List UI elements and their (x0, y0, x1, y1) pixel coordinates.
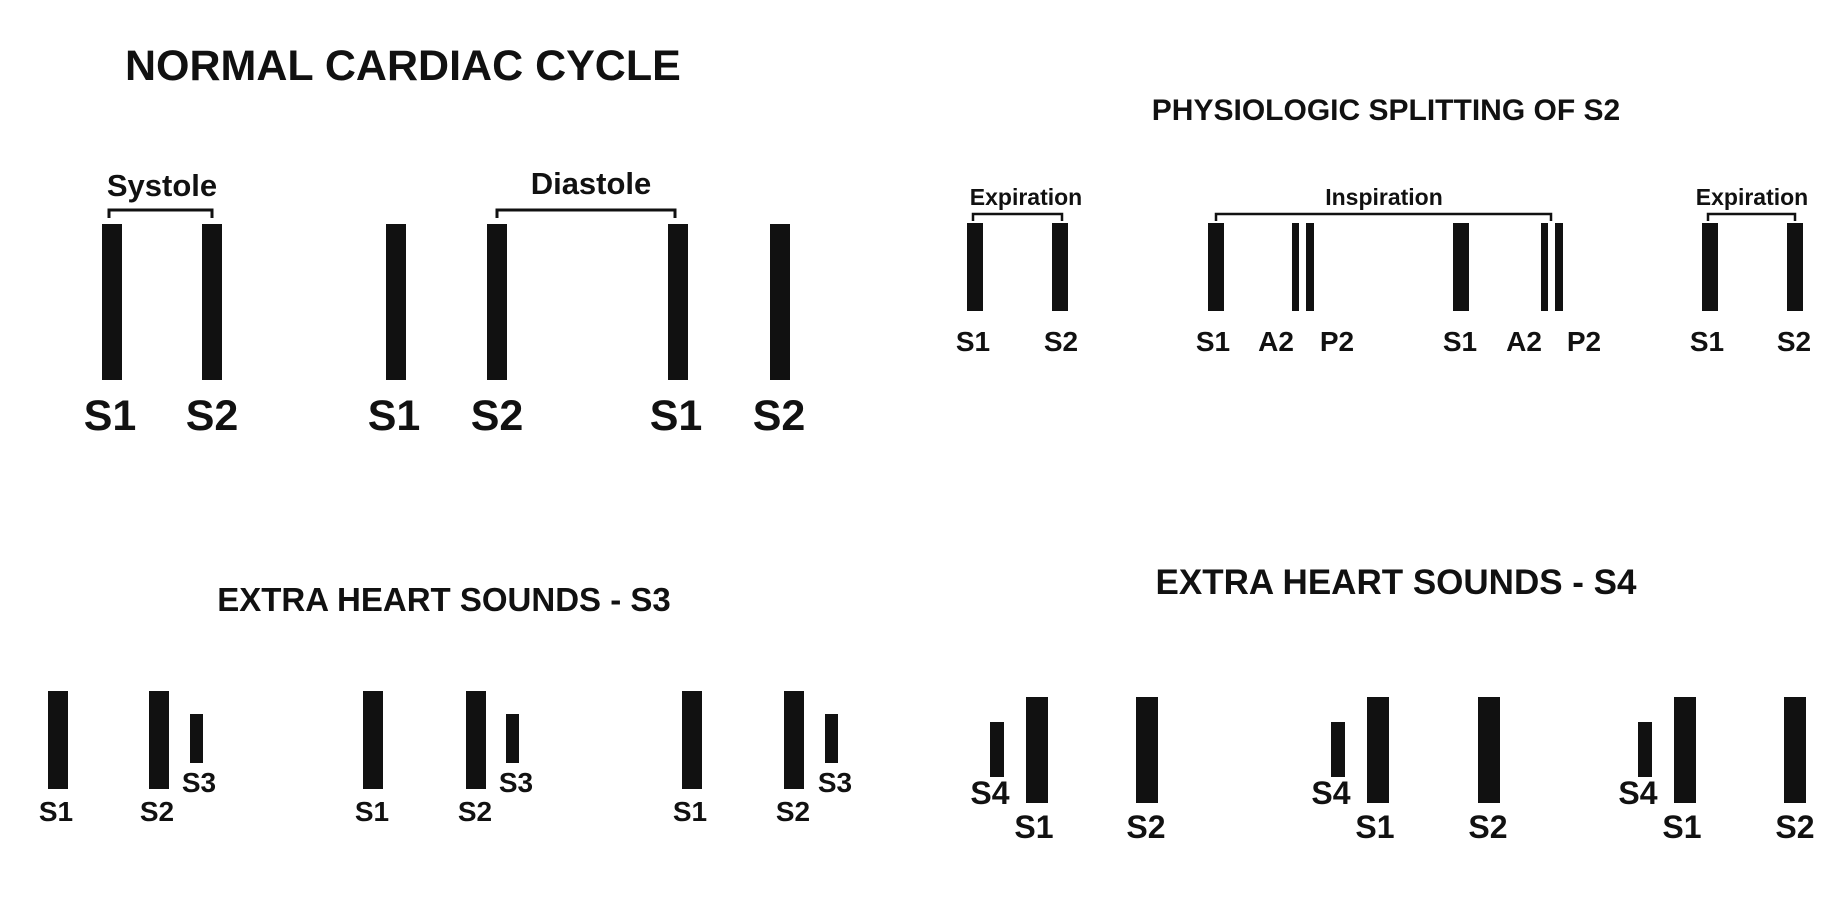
s4-bar-s1 (1026, 697, 1048, 803)
s4-bar-s2 (1136, 697, 1158, 803)
s4-bar-s4 (1638, 722, 1652, 777)
extra-sounds-s4-title: EXTRA HEART SOUNDS - S4 (1156, 563, 1638, 602)
diastole-bracket (495, 208, 677, 218)
normal-bar-s1 (386, 224, 406, 380)
normal-bar-s2 (487, 224, 507, 380)
split-label-s2: S2 (1044, 326, 1078, 357)
s3-bar-s3 (506, 714, 519, 763)
s3-bar-s1 (48, 691, 68, 789)
s4-bar-s2 (1478, 697, 1500, 803)
s3-bar-s1 (682, 691, 702, 789)
s4-label-s4: S4 (1618, 775, 1657, 811)
s3-label-s2: S2 (140, 796, 174, 827)
split-label-s1: S1 (1196, 326, 1230, 357)
inspiration-bracket (1214, 212, 1553, 221)
s3-label-s1: S1 (39, 796, 73, 827)
normal-cycle-title: NORMAL CARDIAC CYCLE (125, 42, 681, 90)
normal-label-s1: S1 (650, 392, 703, 440)
expiration-bracket-left (971, 212, 1064, 221)
physiologic-splitting-panel: PHYSIOLOGIC SPLITTING OF S2 Expiration I… (956, 94, 1811, 357)
split-bar-s1 (1208, 223, 1224, 311)
split-label-s2: S2 (1777, 326, 1811, 357)
s4-label-s4: S4 (1311, 775, 1350, 811)
s3-bar-s2 (784, 691, 804, 789)
split-bar-s1 (967, 223, 983, 311)
systole-label: Systole (107, 168, 217, 203)
split-bar-s1 (1453, 223, 1469, 311)
extra-sounds-s3-panel: EXTRA HEART SOUNDS - S3 S3 S1 S2 S3 S1 S… (39, 581, 852, 827)
inspiration-label: Inspiration (1325, 184, 1443, 210)
normal-bar-s1 (668, 224, 688, 380)
split-bar-a2 (1541, 223, 1548, 311)
s4-label-s4: S4 (970, 775, 1009, 811)
split-bar-s2 (1787, 223, 1803, 311)
s4-bar-s4 (990, 722, 1004, 777)
s3-label-s1: S1 (673, 796, 707, 827)
extra-sounds-s4-panel: EXTRA HEART SOUNDS - S4 S4 S1 S2 S4 S1 S… (970, 563, 1814, 845)
s3-bar-s2 (149, 691, 169, 789)
s3-label-s3: S3 (182, 767, 216, 798)
s4-bar-s4 (1331, 722, 1345, 777)
normal-bar-s2 (202, 224, 222, 380)
diastole-label: Diastole (531, 166, 652, 201)
s3-label-s1: S1 (355, 796, 389, 827)
s4-bar-s1 (1674, 697, 1696, 803)
expiration-label-left: Expiration (970, 184, 1082, 210)
split-label-a2: A2 (1506, 326, 1542, 357)
s4-bar-s1 (1367, 697, 1389, 803)
s3-label-s3: S3 (818, 767, 852, 798)
s3-bar-s1 (363, 691, 383, 789)
split-bar-p2 (1306, 223, 1314, 311)
s3-label-s2: S2 (458, 796, 492, 827)
s4-label-s2: S2 (1126, 809, 1165, 845)
split-bar-s1 (1702, 223, 1718, 311)
s4-label-s1: S1 (1014, 809, 1053, 845)
s4-label-s2: S2 (1468, 809, 1507, 845)
split-label-s1: S1 (1690, 326, 1724, 357)
s3-bar-s3 (190, 714, 203, 763)
split-label-a2: A2 (1258, 326, 1294, 357)
normal-label-s1: S1 (84, 392, 137, 440)
s4-label-s2: S2 (1775, 809, 1814, 845)
expiration-bracket-right (1706, 212, 1797, 221)
split-bar-p2 (1555, 223, 1563, 311)
s4-bar-s2 (1784, 697, 1806, 803)
s3-label-s2: S2 (776, 796, 810, 827)
normal-label-s2: S2 (186, 392, 239, 440)
normal-bar-s1 (102, 224, 122, 380)
normal-label-s2: S2 (753, 392, 806, 440)
normal-label-s2: S2 (471, 392, 524, 440)
s3-bar-s2 (466, 691, 486, 789)
expiration-label-right: Expiration (1696, 184, 1808, 210)
normal-bar-s2 (770, 224, 790, 380)
physiologic-splitting-title: PHYSIOLOGIC SPLITTING OF S2 (1152, 94, 1620, 127)
split-label-s1: S1 (1443, 326, 1477, 357)
split-label-p2: P2 (1320, 326, 1354, 357)
s4-label-s1: S1 (1662, 809, 1701, 845)
split-label-s1: S1 (956, 326, 990, 357)
normal-cycle-panel: NORMAL CARDIAC CYCLE Systole Diastole S1… (84, 42, 806, 440)
s3-bar-s3 (825, 714, 838, 763)
split-label-p2: P2 (1567, 326, 1601, 357)
s4-label-s1: S1 (1355, 809, 1394, 845)
split-bar-a2 (1292, 223, 1299, 311)
split-bar-s2 (1052, 223, 1068, 311)
extra-sounds-s3-title: EXTRA HEART SOUNDS - S3 (217, 581, 671, 618)
s3-label-s3: S3 (499, 767, 533, 798)
normal-label-s1: S1 (368, 392, 421, 440)
systole-bracket (107, 208, 214, 218)
